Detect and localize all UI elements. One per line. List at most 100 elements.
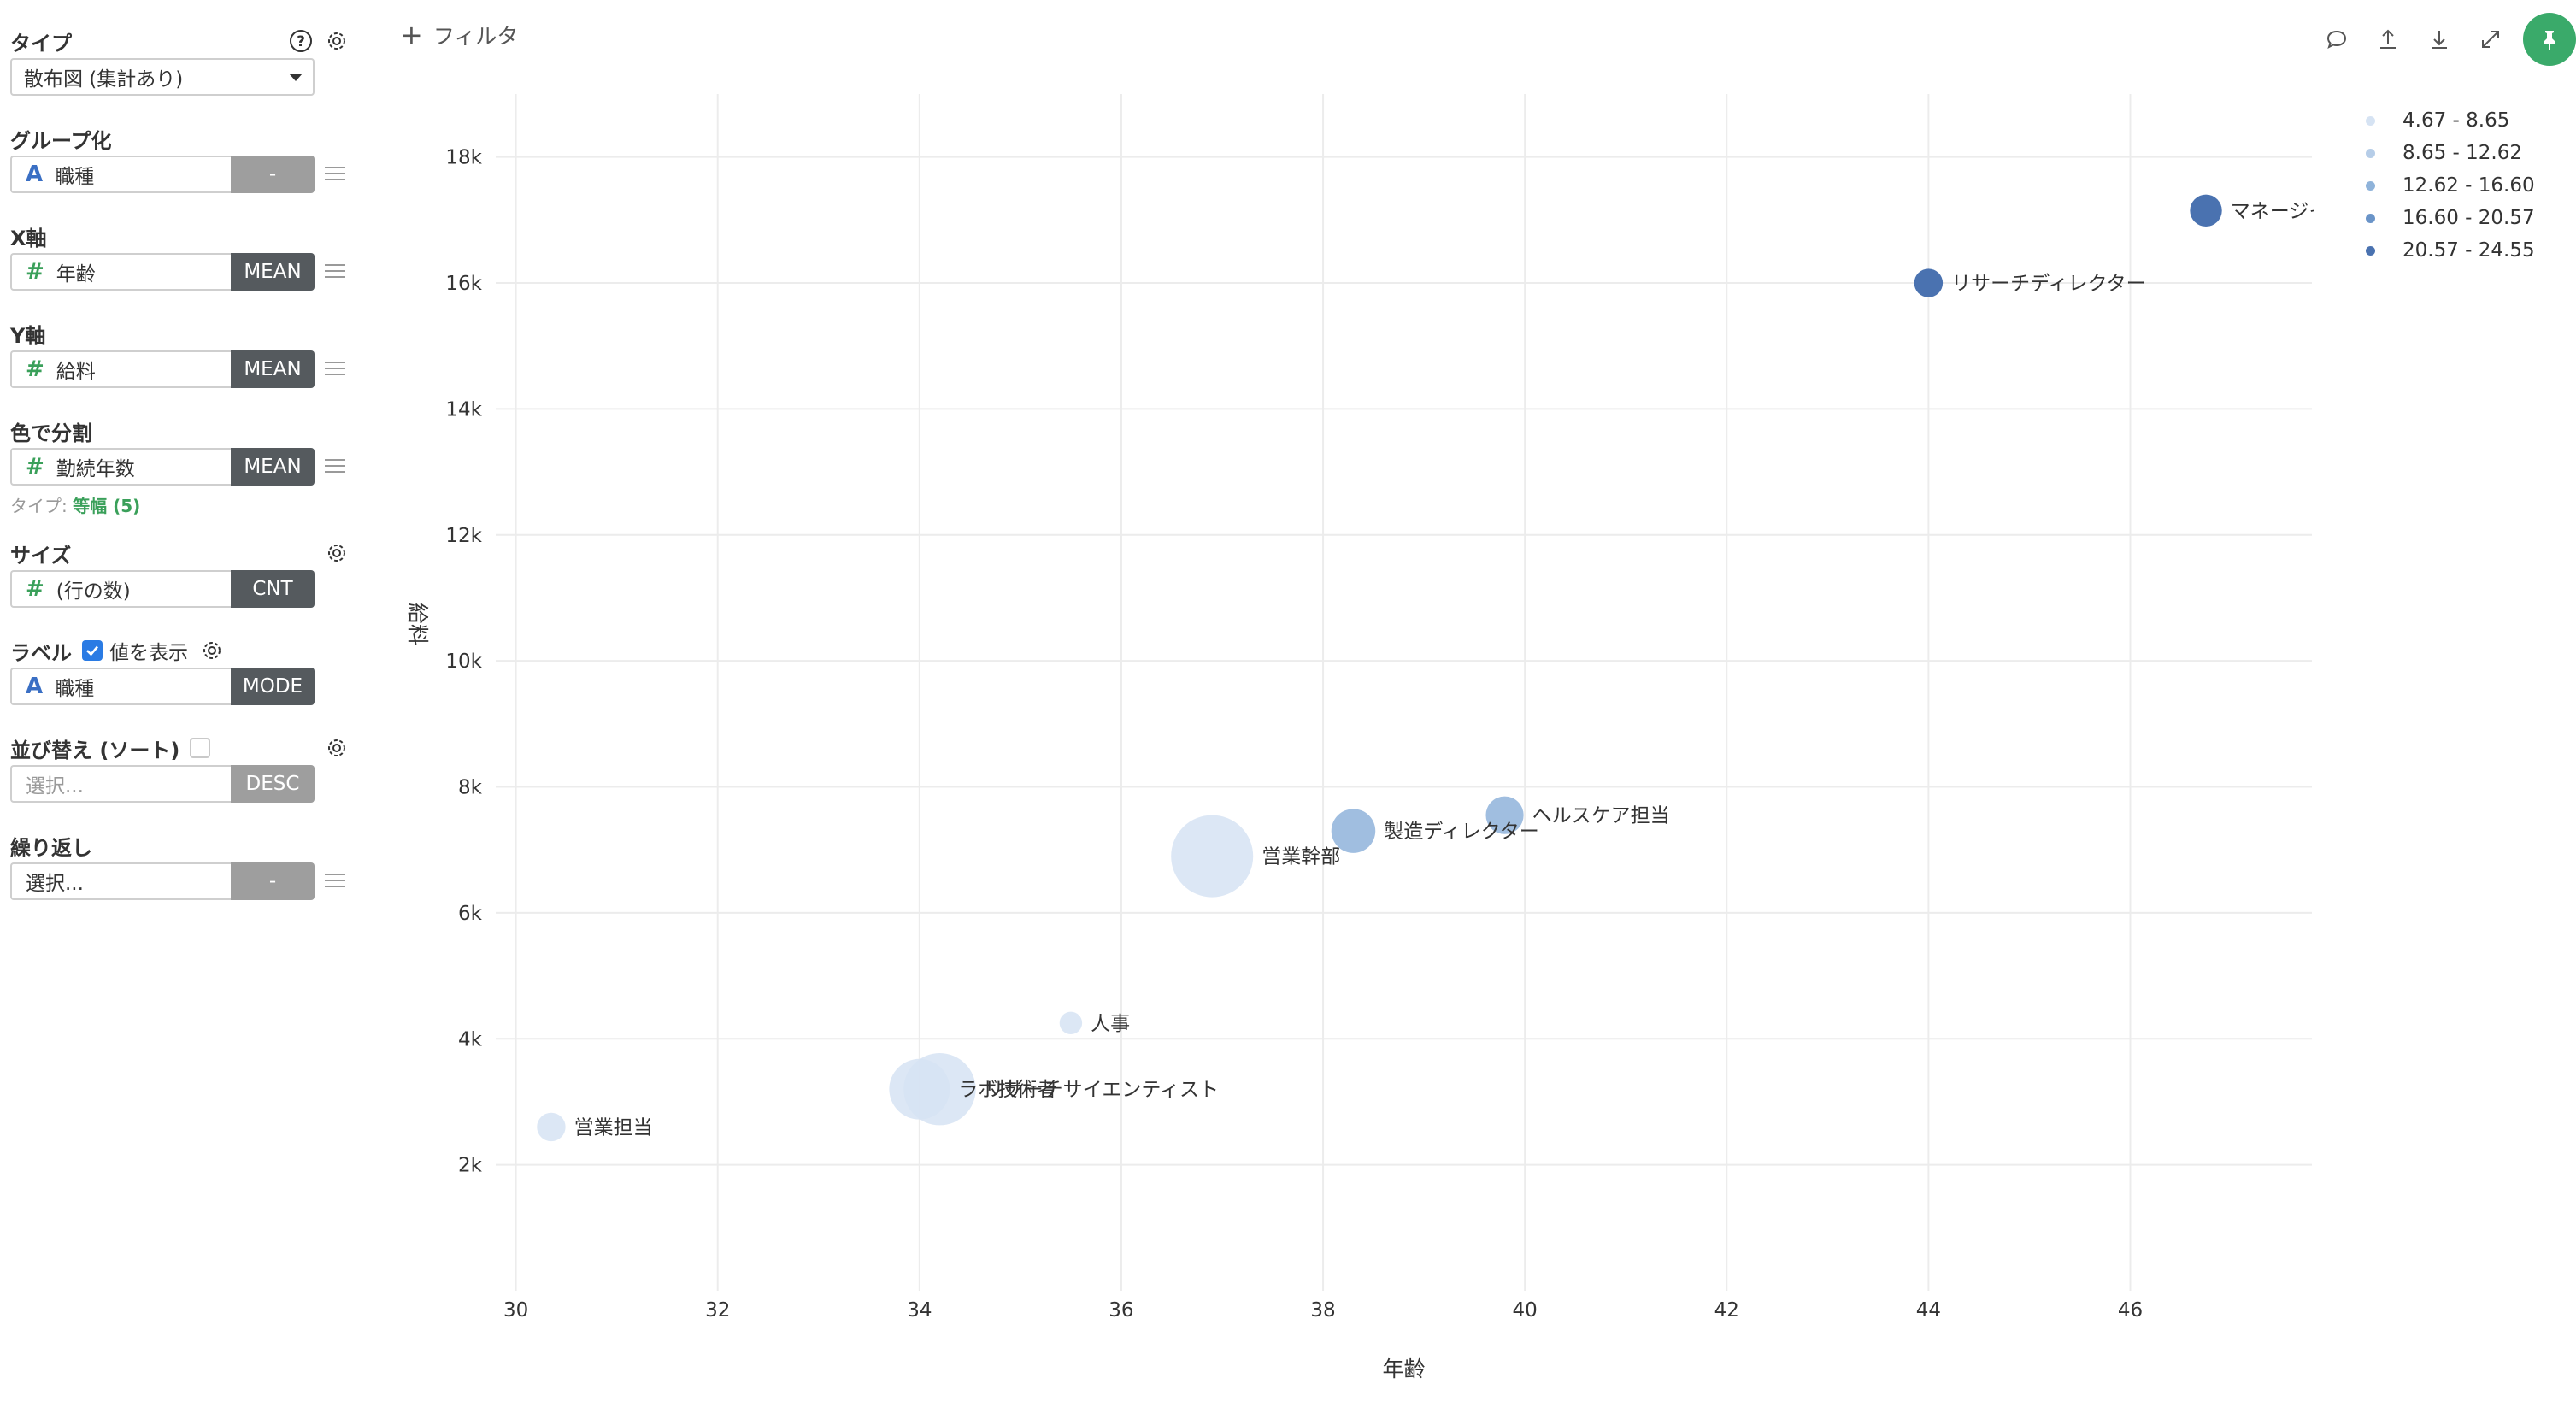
scatter-chart: 30 32 34 36 38 40 42 44 46 2k 4k 6k 8k 10k 12k 14k 16k 18… <box>405 94 2347 1381</box>
y-tick-label: 16k <box>445 273 482 295</box>
legend-item[interactable]: 4.67 - 8.65 <box>2366 104 2535 137</box>
add-filter-button[interactable]: + フィルタ <box>400 19 518 51</box>
group-field[interactable]: A 職種 - <box>10 156 349 193</box>
scatter-point[interactable] <box>1171 815 1254 898</box>
size-settings-gear-icon[interactable] <box>325 541 349 565</box>
type-section-header: タイプ ? <box>10 24 349 58</box>
sort-field[interactable]: 選択... DESC <box>10 765 349 803</box>
repeat-menu-icon[interactable] <box>325 869 345 893</box>
type-settings-gear-icon[interactable] <box>325 29 349 53</box>
legend-item[interactable]: 12.62 - 16.60 <box>2366 169 2535 202</box>
label-agg-button[interactable]: MODE <box>231 668 315 705</box>
download-icon[interactable] <box>2414 15 2465 63</box>
x-tick-label: 36 <box>1109 1299 1133 1322</box>
x-axis-title: 年齢 <box>1382 1357 1425 1381</box>
number-type-icon: # <box>26 454 44 480</box>
x-axis-menu-icon[interactable] <box>325 260 345 284</box>
y-axis-label: Y軸 <box>10 323 46 348</box>
group-agg-button[interactable]: - <box>231 156 315 193</box>
legend-item[interactable]: 20.57 - 24.55 <box>2366 234 2535 267</box>
x-axis-agg-button[interactable]: MEAN <box>231 253 315 291</box>
legend-swatch <box>2366 148 2375 158</box>
group-menu-icon[interactable] <box>325 162 345 186</box>
color-menu-icon[interactable] <box>325 455 345 479</box>
scatter-point[interactable] <box>1059 1011 1083 1035</box>
group-field-name: 職種 <box>55 166 95 188</box>
sort-settings-gear-icon[interactable] <box>325 736 349 760</box>
pin-icon <box>2544 31 2555 50</box>
legend-swatch <box>2366 245 2375 256</box>
x-tick-label: 42 <box>1714 1299 1739 1322</box>
repeat-field[interactable]: 選択... - <box>10 862 349 900</box>
scatter-point[interactable] <box>2190 194 2222 227</box>
size-field[interactable]: # (行の数) CNT <box>10 570 349 608</box>
x-tick-label: 44 <box>1916 1299 1941 1322</box>
y-tick-label: 8k <box>458 777 483 799</box>
x-tick-label: 32 <box>705 1299 730 1322</box>
point-label: リサーチサイエンティスト <box>985 1079 1219 1101</box>
scatter-point[interactable] <box>1914 268 1944 297</box>
scatter-point[interactable] <box>1331 809 1376 853</box>
upload-icon[interactable] <box>2362 15 2414 63</box>
y-axis-menu-icon[interactable] <box>325 357 345 381</box>
x-tick-label: 38 <box>1310 1299 1335 1322</box>
repeat-agg-button[interactable]: - <box>231 862 315 900</box>
show-values-checkbox[interactable] <box>82 640 103 661</box>
point-label: 営業幹部 <box>1262 846 1340 868</box>
y-axis-agg-button[interactable]: MEAN <box>231 350 315 388</box>
x-tick-label: 46 <box>2118 1299 2143 1322</box>
plus-icon: + <box>400 19 423 51</box>
size-field-name: (行の数) <box>56 580 131 603</box>
sort-order-button[interactable]: DESC <box>231 765 315 803</box>
legend-item[interactable]: 16.60 - 20.57 <box>2366 202 2535 234</box>
y-axis-field-name: 給料 <box>56 361 96 383</box>
point-label: ヘルスケア担当 <box>1532 805 1670 827</box>
y-axis-title: 給料 <box>405 603 430 645</box>
color-note-prefix: タイプ: <box>10 496 74 516</box>
x-axis-label: X軸 <box>10 226 47 250</box>
number-type-icon: # <box>26 576 44 602</box>
legend-item[interactable]: 8.65 - 12.62 <box>2366 137 2535 169</box>
help-icon[interactable]: ? <box>289 29 313 53</box>
x-axis-field-name: 年齢 <box>56 263 96 286</box>
label-section-label: ラベル <box>10 640 72 665</box>
y-tick-label: 10k <box>445 651 482 673</box>
comment-icon[interactable] <box>2311 15 2362 63</box>
label-field[interactable]: A 職種 MODE <box>10 668 349 705</box>
point-label: ラボ技術者 <box>958 1079 1056 1101</box>
legend-label: 12.62 - 16.60 <box>2403 174 2535 197</box>
size-label: サイズ <box>10 543 72 568</box>
point-label: マネージャー <box>2231 200 2347 222</box>
scatter-point[interactable] <box>537 1112 566 1142</box>
point-label: リサーチディレクター <box>1951 273 2145 295</box>
pin-button[interactable] <box>2523 13 2576 66</box>
expand-icon[interactable] <box>2465 15 2516 63</box>
color-field-name: 勤続年数 <box>56 458 135 480</box>
x-axis-field[interactable]: # 年齢 MEAN <box>10 253 349 291</box>
y-tick-label: 12k <box>445 525 482 547</box>
repeat-label: 繰り返し <box>10 835 92 860</box>
color-field[interactable]: # 勤続年数 MEAN <box>10 448 349 486</box>
size-agg-button[interactable]: CNT <box>231 570 315 608</box>
color-agg-button[interactable]: MEAN <box>231 448 315 486</box>
legend-label: 8.65 - 12.62 <box>2403 142 2522 164</box>
legend-swatch <box>2366 180 2375 191</box>
color-bin-type-link[interactable]: 等幅 (5) <box>73 496 141 516</box>
point-label: 営業担当 <box>574 1116 653 1139</box>
sort-checkbox[interactable] <box>190 738 211 758</box>
show-values-label: 値を表示 <box>109 642 188 664</box>
x-tick-label: 34 <box>907 1299 932 1322</box>
legend-label: 4.67 - 8.65 <box>2403 109 2510 132</box>
scatter-point[interactable] <box>889 1058 950 1120</box>
legend-label: 20.57 - 24.55 <box>2403 239 2535 262</box>
chart-type-select[interactable]: 散布図 (集計あり) <box>10 58 315 96</box>
sort-placeholder: 選択... <box>26 775 84 798</box>
sort-label: 並び替え (ソート) <box>10 738 180 762</box>
label-settings-gear-icon[interactable] <box>200 639 224 662</box>
scatter-point[interactable] <box>1485 796 1524 834</box>
color-bin-type-note: タイプ: 等幅 (5) <box>10 492 349 517</box>
y-tick-label: 18k <box>445 147 482 169</box>
color-label: 色で分割 <box>10 421 92 445</box>
y-axis-field[interactable]: # 給料 MEAN <box>10 350 349 388</box>
chart-type-value: 散布図 (集計あり) <box>24 68 184 91</box>
